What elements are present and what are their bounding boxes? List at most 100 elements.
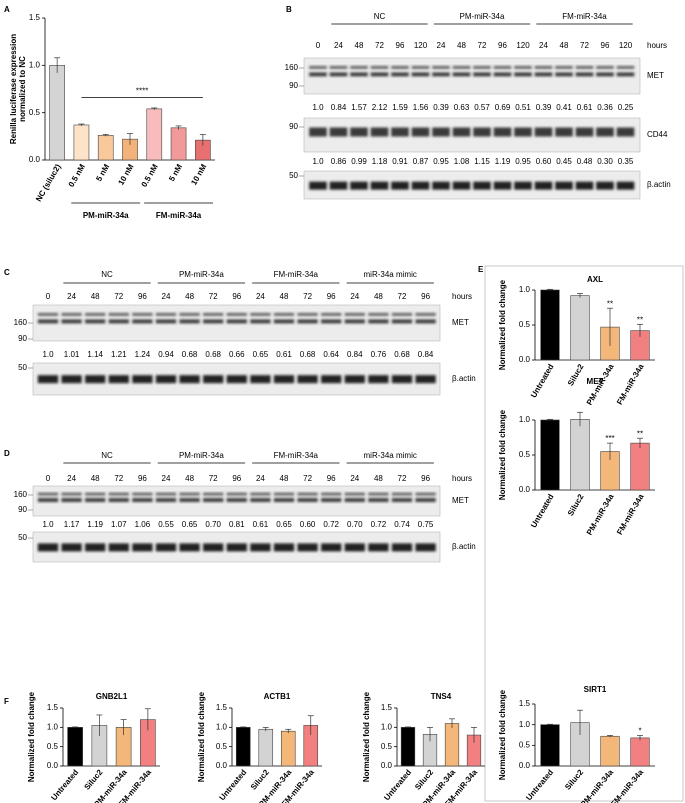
significance: ** xyxy=(607,299,613,308)
blot-band xyxy=(534,65,553,69)
group-label: NC xyxy=(101,451,113,460)
y-axis-label: Normalized fold change xyxy=(362,691,371,782)
blot-band xyxy=(350,72,368,77)
size-marker: 90 xyxy=(289,81,298,90)
blot-band xyxy=(309,65,327,69)
blot-band xyxy=(203,543,224,552)
blot-band xyxy=(179,375,200,384)
band-quantification: 0.70 xyxy=(205,520,221,529)
band-quantification: 1.18 xyxy=(372,157,388,166)
protein-label: β.actin xyxy=(452,374,476,383)
panel-label: D xyxy=(4,449,10,458)
blot-band xyxy=(321,312,342,316)
x-tick-label: Siluc2 xyxy=(566,362,586,387)
blot-band xyxy=(391,492,413,496)
band-quantification: 1.0 xyxy=(312,157,324,166)
significance: ** xyxy=(637,315,643,324)
x-tick-label: 0.5 nM xyxy=(67,162,87,188)
lane-label: 48 xyxy=(280,474,289,483)
blot-band xyxy=(473,127,491,137)
blot-band xyxy=(37,312,59,316)
blot-band xyxy=(368,312,389,316)
band-quantification: 1.01 xyxy=(64,350,80,359)
lane-label: 72 xyxy=(209,474,218,483)
y-tick-label: 0.5 xyxy=(519,740,531,749)
bar xyxy=(600,735,620,767)
blot-band xyxy=(321,319,342,324)
x-tick-label: 0.5 nM xyxy=(140,162,160,188)
blot-band xyxy=(415,498,436,502)
blot-band xyxy=(411,181,430,190)
y-tick-label: 1.0 xyxy=(47,722,59,731)
blot-band xyxy=(329,181,348,190)
band-quantification: 0.36 xyxy=(597,103,613,112)
blot-band xyxy=(415,312,436,316)
lane-label: 96 xyxy=(138,292,147,301)
blot-band xyxy=(155,375,177,384)
blot-band xyxy=(415,543,436,552)
blot-band xyxy=(391,65,409,69)
lane-label: 48 xyxy=(91,474,100,483)
band-quantification: 1.07 xyxy=(111,520,127,529)
lane-label: 24 xyxy=(539,41,548,50)
blot-membrane xyxy=(303,117,641,153)
blot-band xyxy=(297,498,318,502)
blot-band xyxy=(226,498,247,502)
y-tick-label: 0.0 xyxy=(29,155,41,164)
size-marker: 50 xyxy=(289,171,298,180)
bar xyxy=(235,727,251,767)
chart-title: GNB2L1 xyxy=(96,692,128,701)
lane-label: 96 xyxy=(232,474,241,483)
blot-band xyxy=(344,498,365,502)
y-tick-label: 0.0 xyxy=(519,761,531,770)
blot-band xyxy=(250,498,271,502)
blot-band xyxy=(534,181,553,190)
blot-band xyxy=(514,72,532,77)
blot-band xyxy=(391,181,409,190)
y-tick-label: 1.0 xyxy=(519,285,531,294)
blot-band xyxy=(37,319,59,324)
blot-band xyxy=(370,181,389,190)
blot-band xyxy=(321,543,342,552)
blot-band xyxy=(226,319,247,324)
blot-band xyxy=(514,65,532,69)
blot-band xyxy=(61,319,82,324)
lane-label: 120 xyxy=(516,41,530,50)
blot-band xyxy=(155,319,177,324)
blot-band xyxy=(250,319,271,324)
blot-band xyxy=(203,498,224,502)
bar xyxy=(540,419,560,491)
blot-band xyxy=(555,127,573,137)
blot-band xyxy=(155,498,177,502)
y-tick-label: 1.0 xyxy=(519,720,531,729)
bar xyxy=(630,737,650,767)
blot-band xyxy=(108,543,129,552)
significance: *** xyxy=(605,434,614,443)
panel-label: B xyxy=(286,5,292,14)
blot-band xyxy=(534,127,553,137)
blot-band xyxy=(179,312,200,316)
lane-label: 120 xyxy=(414,41,428,50)
blot-band xyxy=(155,492,177,496)
bar xyxy=(67,727,83,767)
blot-band xyxy=(155,543,177,552)
band-quantification: 0.61 xyxy=(577,103,593,112)
lane-label: 48 xyxy=(355,41,364,50)
group-label: miR-34a mimic xyxy=(364,451,417,460)
blot-band xyxy=(350,65,368,69)
x-tick-label: NC (siluc2) xyxy=(34,162,63,203)
band-quantification: 1.14 xyxy=(87,350,103,359)
blot-band xyxy=(616,65,635,69)
blot-band xyxy=(203,312,224,316)
blot-band xyxy=(309,72,327,77)
blot-band xyxy=(596,65,614,69)
bar xyxy=(570,295,590,361)
lane-label: 24 xyxy=(67,292,76,301)
panel-e-frame xyxy=(484,265,684,802)
y-tick-label: 0.0 xyxy=(47,761,59,770)
lane-label: 24 xyxy=(162,292,171,301)
blot-band xyxy=(350,127,368,137)
panel-label: C xyxy=(4,268,10,277)
blot-band xyxy=(273,319,295,324)
y-tick-label: 1.0 xyxy=(29,60,41,69)
